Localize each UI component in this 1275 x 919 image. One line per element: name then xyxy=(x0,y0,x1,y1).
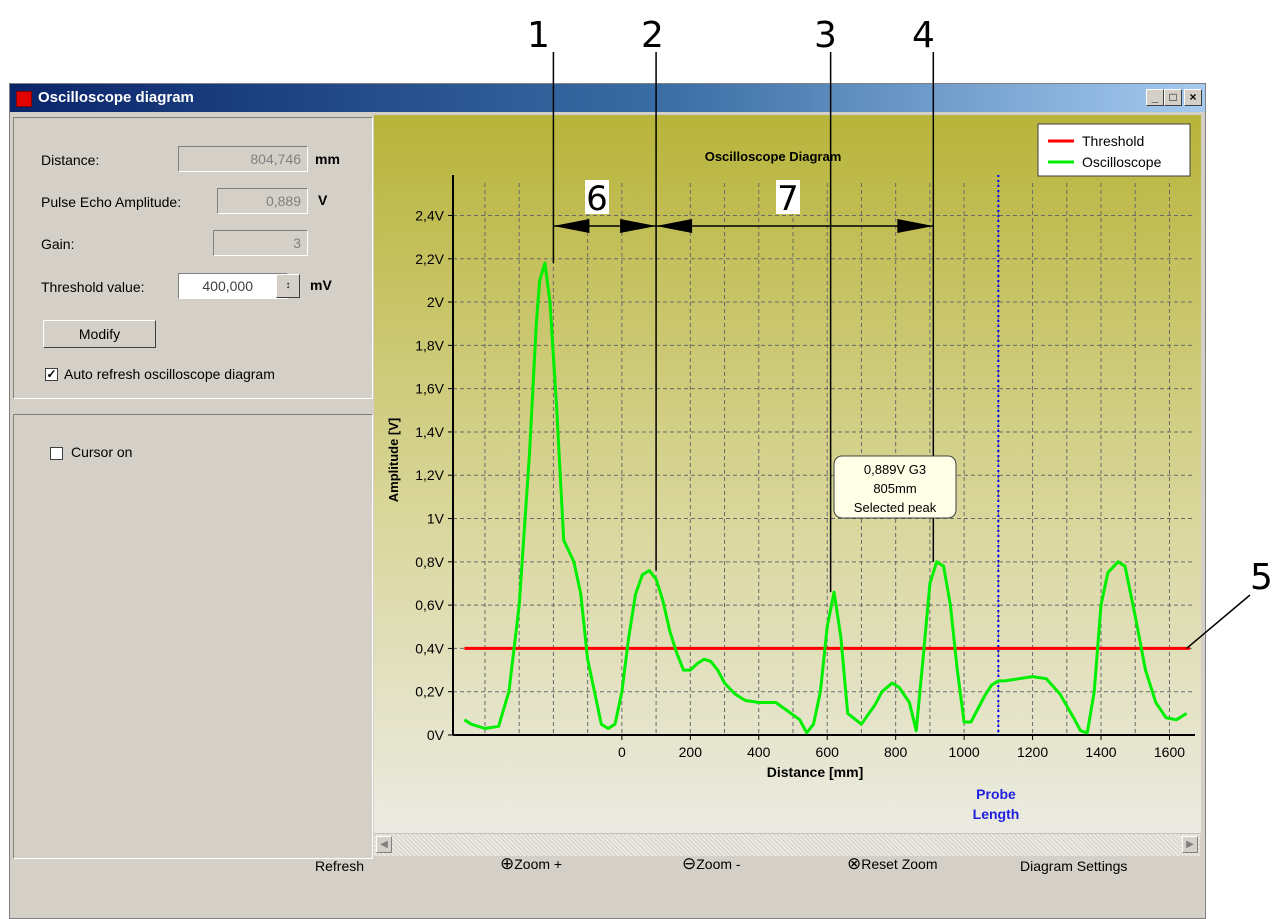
callout-2: 2 xyxy=(641,15,664,56)
probe-label-line1: Probe xyxy=(976,786,1016,802)
maximize-button[interactable]: □ xyxy=(1164,89,1182,106)
y-tick-label: 0,2V xyxy=(415,684,444,700)
tooltip-line1: 0,889V G3 xyxy=(864,462,926,477)
scroll-right-button[interactable]: ▶ xyxy=(1182,836,1198,853)
x-axis-label: Distance [mm] xyxy=(767,764,863,780)
x-tick-label: 1600 xyxy=(1154,744,1185,760)
y-tick-label: 2V xyxy=(427,294,445,310)
zoom-in-label: Zoom + xyxy=(514,856,563,872)
minimize-button[interactable]: _ xyxy=(1146,89,1164,106)
zoom-out-icon: ⊖ xyxy=(682,854,697,873)
zoom-out-label: Zoom - xyxy=(696,856,741,872)
close-button[interactable]: × xyxy=(1184,89,1202,106)
x-tick-label: 400 xyxy=(747,744,771,760)
y-tick-label: 1,8V xyxy=(415,337,444,353)
chart-title: Oscilloscope Diagram xyxy=(705,149,842,164)
distance-unit: mm xyxy=(315,151,340,167)
y-tick-label: 2,2V xyxy=(415,251,444,267)
callout-4: 4 xyxy=(912,15,935,56)
amplitude-label: Pulse Echo Amplitude: xyxy=(41,194,182,210)
auto-refresh-label: Auto refresh oscilloscope diagram xyxy=(64,366,275,382)
y-axis-label: Amplitude [V] xyxy=(386,418,401,503)
scroll-left-button[interactable]: ◀ xyxy=(376,836,392,853)
reset-zoom-icon: ⊗ xyxy=(847,854,862,873)
gain-field: 3 xyxy=(213,230,308,256)
distance-field: 804,746 xyxy=(178,146,308,172)
dimension-7-head-right xyxy=(897,219,934,233)
amplitude-field: 0,889 xyxy=(217,188,308,214)
measurement-panel: Distance: 804,746 mm Pulse Echo Amplitud… xyxy=(13,117,373,399)
x-tick-label: 0 xyxy=(618,744,626,760)
y-tick-label: 0,8V xyxy=(415,554,444,570)
zoom-in-button[interactable]: ⊕Zoom + xyxy=(500,854,562,874)
callout-3: 3 xyxy=(814,15,837,56)
tooltip-line2: 805mm xyxy=(873,481,916,496)
peak-tooltip: 0,889V G3 805mm Selected peak xyxy=(833,455,957,519)
cursor-checkbox[interactable] xyxy=(50,447,63,460)
threshold-unit: mV xyxy=(310,277,332,293)
y-tick-label: 1,4V xyxy=(415,424,444,440)
amplitude-unit: V xyxy=(318,192,328,208)
dimension-7-head-left xyxy=(656,219,693,233)
callout-1: 1 xyxy=(527,15,550,56)
x-tick-label: 1200 xyxy=(1017,744,1048,760)
auto-refresh-checkbox[interactable]: ✓ xyxy=(45,367,58,381)
y-tick-label: 0,6V xyxy=(415,597,444,613)
dimension-6-head-right xyxy=(620,219,657,233)
y-tick-label: 2,4V xyxy=(415,207,444,223)
cursor-panel: Cursor on xyxy=(13,414,373,859)
app-icon xyxy=(16,91,32,107)
diagram-settings-button[interactable]: Diagram Settings xyxy=(1020,858,1128,874)
callout-6: 6 xyxy=(586,179,608,219)
probe-label-line2: Length xyxy=(973,806,1020,822)
reset-zoom-label: Reset Zoom xyxy=(861,856,938,872)
x-tick-label: 800 xyxy=(884,744,908,760)
tooltip-line3: Selected peak xyxy=(854,500,937,515)
legend: Threshold Oscilloscope xyxy=(1037,123,1191,177)
distance-label: Distance: xyxy=(41,152,100,168)
title-bar[interactable]: Oscilloscope diagram _ □ × xyxy=(10,84,1205,112)
legend-threshold-label: Threshold xyxy=(1082,133,1144,149)
threshold-label: Threshold value: xyxy=(41,279,145,295)
modify-button[interactable]: Modify xyxy=(43,320,156,348)
chart-background xyxy=(374,115,1201,833)
x-tick-label: 1400 xyxy=(1085,744,1116,760)
y-tick-label: 1,2V xyxy=(415,467,444,483)
x-tick-label: 600 xyxy=(816,744,840,760)
x-tick-label: 1000 xyxy=(949,744,980,760)
oscilloscope-trace xyxy=(463,261,1188,735)
zoom-out-button[interactable]: ⊖Zoom - xyxy=(682,854,741,874)
x-tick-label: 200 xyxy=(679,744,703,760)
horizontal-scrollbar[interactable]: ◀ ▶ xyxy=(374,833,1200,856)
reset-zoom-button[interactable]: ⊗Reset Zoom xyxy=(847,854,938,874)
dimension-6-head-left xyxy=(553,219,590,233)
y-tick-label: 1V xyxy=(427,511,445,527)
threshold-spinner[interactable]: ↕ xyxy=(276,274,300,298)
callout-line-5 xyxy=(1186,594,1251,649)
window-title: Oscilloscope diagram xyxy=(38,89,194,106)
callout-7: 7 xyxy=(777,179,799,219)
refresh-button[interactable]: Refresh xyxy=(315,858,365,874)
y-tick-label: 0,4V xyxy=(415,640,444,656)
zoom-in-icon: ⊕ xyxy=(500,854,515,873)
legend-oscilloscope-label: Oscilloscope xyxy=(1082,154,1162,170)
cursor-label: Cursor on xyxy=(71,444,133,460)
y-tick-label: 1,6V xyxy=(415,381,444,397)
gain-label: Gain: xyxy=(41,236,75,252)
threshold-input[interactable]: 400,000 xyxy=(178,273,288,299)
callout-5: 5 xyxy=(1250,557,1273,598)
y-tick-label: 0V xyxy=(427,727,445,743)
